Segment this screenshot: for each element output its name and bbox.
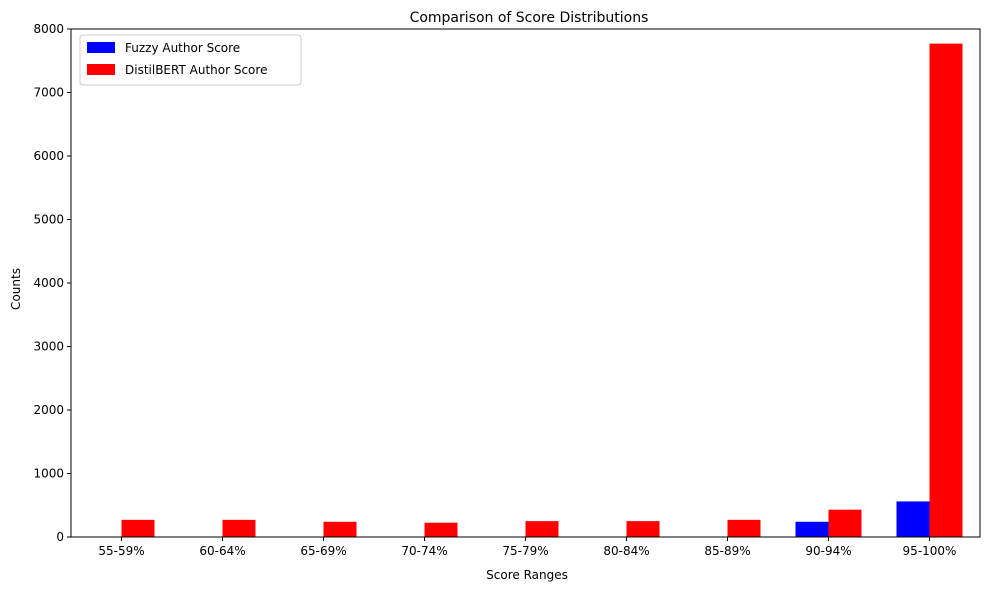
x-axis-label: Score Ranges — [486, 568, 568, 582]
plot-frame — [70, 28, 981, 538]
x-axis-ticks: 55-59% 60-64% 65-69% 70-74% 75-79% 80-84% 85-8… — [98, 537, 956, 558]
y-tick-label: 4000 — [33, 276, 64, 290]
legend-label-fuzzy: Fuzzy Author Score — [125, 41, 240, 55]
x-tick-label: 70-74% — [401, 544, 447, 558]
legend-frame — [79, 34, 302, 86]
x-tick-label: 95-100% — [903, 544, 957, 558]
legend: Fuzzy Author Score DistilBERT Author Sco… — [79, 34, 302, 86]
x-tick-label: 80-84% — [603, 544, 649, 558]
bar-fuzzy-90-94% — [795, 521, 829, 537]
x-tick-label: 90-94% — [805, 544, 851, 558]
legend-label-distilbert: DistilBERT Author Score — [125, 63, 267, 77]
bar-distilbert-80-84% — [626, 521, 660, 537]
legend-swatch-fuzzy — [87, 42, 115, 53]
bar-distilbert-65-69% — [323, 521, 357, 537]
bars-group — [121, 43, 963, 537]
bar-distilbert-75-79% — [525, 521, 559, 537]
bar-distilbert-60-64% — [222, 519, 256, 537]
y-tick-label: 1000 — [33, 467, 64, 481]
y-tick-label: 3000 — [33, 340, 64, 354]
chart-title: Comparison of Score Distributions — [410, 10, 649, 26]
x-tick-label: 65-69% — [300, 544, 346, 558]
y-tick-label: 7000 — [33, 86, 64, 100]
bar-distilbert-85-89% — [727, 519, 761, 537]
y-axis-ticks: 0 1000 2000 3000 4000 5000 6000 7000 8000 — [33, 22, 71, 544]
x-tick-label: 55-59% — [98, 544, 144, 558]
y-tick-label: 0 — [56, 530, 64, 544]
y-tick-label: 8000 — [33, 22, 64, 36]
y-tick-label: 5000 — [33, 213, 64, 227]
y-axis-label: Counts — [9, 268, 23, 310]
bar-distilbert-95-100% — [929, 43, 963, 537]
bar-distilbert-55-59% — [121, 519, 155, 537]
y-tick-label: 6000 — [33, 149, 64, 163]
x-tick-label: 85-89% — [704, 544, 750, 558]
bar-distilbert-90-94% — [828, 509, 862, 537]
y-tick-label: 2000 — [33, 403, 64, 417]
x-tick-label: 75-79% — [502, 544, 548, 558]
legend-swatch-distilbert — [87, 64, 115, 75]
bar-fuzzy-95-100% — [896, 501, 930, 537]
x-tick-label: 60-64% — [199, 544, 245, 558]
bar-distilbert-70-74% — [424, 522, 458, 537]
